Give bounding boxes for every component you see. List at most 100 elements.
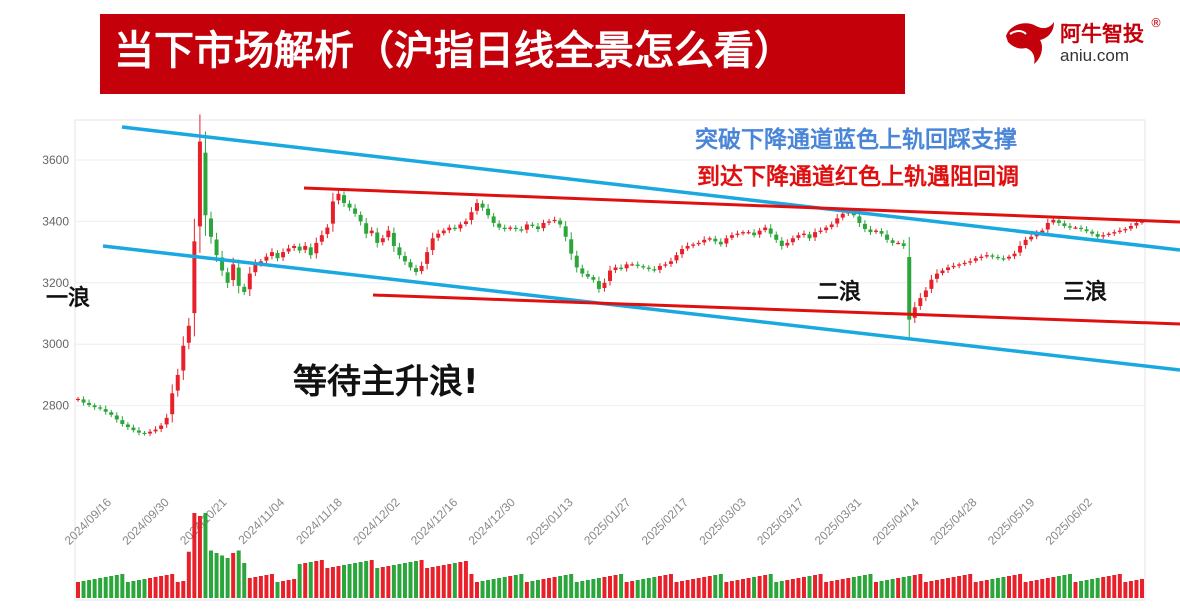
x-tick-label: 2025/03/31 xyxy=(812,495,865,548)
x-tick-label: 2025/04/28 xyxy=(927,495,980,548)
candle-body xyxy=(874,230,878,232)
candle-body xyxy=(209,218,213,237)
x-tick-label: 2024/09/16 xyxy=(62,495,115,548)
volume-bar xyxy=(170,574,175,598)
volume-bar xyxy=(480,581,485,598)
candle-body xyxy=(796,235,801,238)
volume-bar xyxy=(1040,579,1045,598)
candle-body xyxy=(785,242,790,246)
candle-body xyxy=(458,224,463,229)
candle-body xyxy=(214,239,219,256)
volume-bar xyxy=(768,574,773,598)
volume-bar xyxy=(364,561,369,598)
candle-body xyxy=(247,273,252,290)
candle-body xyxy=(170,393,175,415)
volume-bar xyxy=(946,578,951,598)
volume-bar xyxy=(824,582,829,598)
x-tick-label: 2024/10/21 xyxy=(177,495,230,548)
candle-body xyxy=(1079,227,1084,230)
candle-body xyxy=(286,248,291,252)
candle-body xyxy=(957,264,962,266)
candle-body xyxy=(125,424,130,428)
wave-3-label: 三浪 xyxy=(1063,280,1108,305)
candle-body xyxy=(1117,230,1122,232)
candle-body xyxy=(535,226,540,230)
candle-body xyxy=(552,219,557,222)
candle-body xyxy=(907,257,912,320)
candle-body xyxy=(402,256,407,262)
volume-bar xyxy=(513,575,518,598)
volume-bar xyxy=(358,562,363,598)
volume-bars xyxy=(76,513,1144,598)
volume-bar xyxy=(918,574,923,598)
volume-bar xyxy=(159,576,164,598)
candle-body xyxy=(835,218,840,224)
volume-bar xyxy=(1123,582,1128,598)
volume-bar xyxy=(524,582,529,598)
candle-body xyxy=(674,255,679,261)
volume-bar xyxy=(1001,577,1006,598)
candle-body xyxy=(702,239,707,243)
candle-body xyxy=(868,229,873,233)
page-title: 当下市场解析（沪指日线全景怎么看） xyxy=(114,28,794,74)
lower-channel-line xyxy=(102,244,1180,372)
volume-bar xyxy=(136,580,141,598)
candle-body xyxy=(652,269,657,271)
x-axis: 2024/09/16 2024/09/30 2024/10/21 2024/11/04… xyxy=(62,495,1095,548)
candle-body xyxy=(364,223,369,234)
candle-body xyxy=(225,272,230,283)
candle-body xyxy=(397,247,402,256)
volume-bar xyxy=(197,516,202,598)
x-tick-label: 2024/11/04 xyxy=(235,495,287,547)
candle-body xyxy=(657,265,662,270)
x-tick-label: 2025/02/17 xyxy=(639,495,692,548)
candle-body xyxy=(685,245,690,249)
candle-body xyxy=(120,420,125,425)
volume-bar xyxy=(181,581,186,598)
volume-bar xyxy=(203,513,208,598)
volume-bar xyxy=(386,566,391,598)
volume-bar xyxy=(1073,582,1078,598)
candle-body xyxy=(1134,222,1139,226)
volume-bar xyxy=(1067,574,1072,598)
candle-body xyxy=(1073,227,1078,229)
candle-body xyxy=(818,230,823,232)
candle-body xyxy=(995,256,1000,259)
candle-body xyxy=(220,257,225,271)
volume-bar xyxy=(325,568,330,598)
volume-bar xyxy=(563,575,568,598)
volume-bar xyxy=(619,574,624,598)
candle-body xyxy=(292,245,297,249)
volume-bar xyxy=(441,565,446,598)
candle-body xyxy=(391,232,396,246)
candle-body xyxy=(441,230,446,234)
candle-body xyxy=(630,264,635,266)
volume-bar xyxy=(569,574,574,598)
wave-1-label: 一浪 xyxy=(46,286,91,311)
volume-bar xyxy=(1079,581,1084,598)
volume-bar xyxy=(1090,579,1095,598)
candle-body xyxy=(164,417,169,425)
volume-bar xyxy=(303,563,308,598)
volume-bar xyxy=(624,582,629,598)
candle-body xyxy=(186,325,191,343)
volume-bar xyxy=(1084,580,1089,598)
volume-bar xyxy=(912,575,917,598)
volume-bar xyxy=(879,581,884,598)
x-tick-label: 2024/11/18 xyxy=(293,495,345,547)
volume-bar xyxy=(835,580,840,598)
volume-bar xyxy=(646,578,651,598)
volume-bar xyxy=(846,578,851,598)
candle-body xyxy=(774,234,779,240)
volume-bar xyxy=(164,575,169,598)
volume-bar xyxy=(125,582,130,598)
volume-bar xyxy=(813,575,818,598)
candle-body xyxy=(375,232,380,243)
volume-bar xyxy=(98,578,103,598)
volume-bar xyxy=(253,577,258,598)
channel-lines xyxy=(102,125,1180,372)
volume-bar xyxy=(231,553,236,598)
volume-bar xyxy=(763,575,768,598)
candle-body xyxy=(1051,219,1056,223)
volume-bar xyxy=(530,581,535,598)
